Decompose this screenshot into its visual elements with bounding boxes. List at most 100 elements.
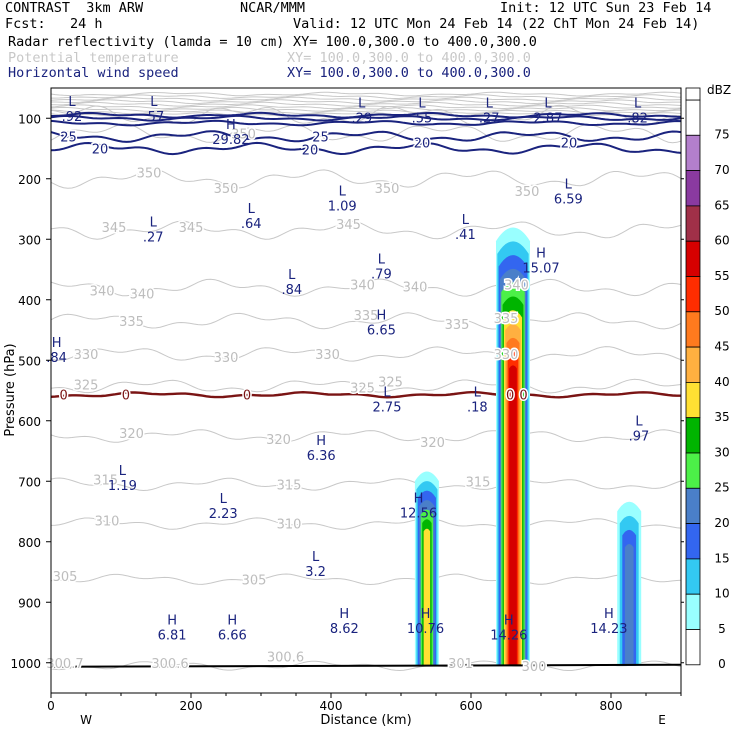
valid-time: Valid: 12 UTC Mon 24 Feb 14 (22 ChT Mon … [293,16,700,32]
extremum-value: 10.76 [407,622,444,637]
theta-contour-320 [50,429,682,443]
reflectivity-core-1-level-11 [509,365,517,666]
y-tick-label: 300 [18,233,41,247]
theta-label: 340 [90,285,115,300]
colorbar-label: 35 [714,410,729,424]
theta-label: 320 [119,427,144,442]
colorbar-label: 60 [714,234,729,248]
low-marker: L [150,216,158,231]
east-label: E [658,713,666,727]
extremum-value: .84 [281,283,302,298]
extremum-value: .84 [46,351,67,366]
theta-label: 325 [378,375,403,390]
wind-contour-20 [50,141,682,156]
extremum-value: .18 [467,401,488,416]
x-tick-label: 0 [47,699,55,713]
field-name-wind: Horizontal wind speed [8,65,179,81]
theta-contour-upper [50,101,682,107]
theta-label: 330 [214,351,239,366]
extremum-value: 6.36 [307,449,336,464]
colorbar-top [685,87,701,101]
high-marker: H [377,309,387,324]
extremum-value: .92 [62,110,83,125]
low-marker: L [378,252,386,267]
high-marker: H [504,614,514,629]
theta-contour-350 [50,168,682,189]
theta-label: 300.7 [46,657,83,672]
theta-label: 340 [130,288,155,303]
colorbar-label: 40 [714,375,729,389]
colorbar-swatch [685,99,701,136]
west-label: W [80,713,92,727]
extremum-value: 8.62 [330,622,359,637]
colorbar-swatch [685,417,701,454]
colorbar-swatch [685,311,701,348]
theta-contour-340 [50,278,682,297]
wind-contour-25 [50,130,682,143]
wind-label: 0 [122,389,130,404]
theta-label: 335 [445,318,470,333]
high-marker: H [226,118,236,133]
theta-label: 340 [350,279,375,294]
producer-label: NCAR/MMM [240,0,306,16]
colorbar-units: dBZ [707,83,731,97]
theta-contour-upper [51,94,682,100]
extremum-value: .82 [627,111,648,126]
wind-contour-0 [50,390,681,399]
colorbar-swatch [685,593,701,630]
extremum-value: 1.09 [328,200,357,215]
field-xy-wind: XY= 100.0,300.0 to 400.0,300.0 [287,65,531,81]
theta-label: 340 [403,280,428,295]
low-marker: L [312,550,320,565]
wind-contour-jet [50,119,682,127]
theta-contour-330 [50,346,682,363]
high-marker: H [227,614,237,629]
theta-contour-upper [50,104,682,110]
x-axis-label: Distance (km) [320,713,411,728]
colorbar-swatch [685,558,701,595]
extremum-value: 2.87 [534,111,563,126]
extremum-value: .27 [143,231,164,246]
plot-area [51,88,681,693]
theta-label: 350 [214,182,239,197]
x-tick-label: 800 [600,699,623,713]
low-marker: L [119,464,127,479]
colorbar-label: 15 [714,551,729,565]
theta-label: 330 [74,348,99,363]
theta-label: 345 [336,218,361,233]
extremum-value: 6.59 [554,192,583,207]
low-marker: L [486,96,494,111]
colorbar-swatch [685,629,701,666]
y-tick-label: 100 [18,112,41,126]
extremum-value: 1.19 [108,479,137,494]
high-marker: H [339,607,349,622]
theta-label: 301 [448,657,473,672]
theta-label: 345 [179,221,204,236]
high-marker: H [421,607,431,622]
extremum-value: 14.26 [490,629,527,644]
theta-label: 300.6 [151,657,188,672]
wind-label: 20 [302,144,319,159]
colorbar-swatch [685,205,701,242]
low-marker: L [68,95,76,110]
colorbar-swatch [685,487,701,524]
extremum-value: .64 [241,217,262,232]
high-marker: H [167,614,177,629]
low-marker: L [565,177,573,192]
colorbar-swatch [685,276,701,313]
wind-label: 0 [59,389,67,404]
x-tick-label: 200 [180,699,203,713]
theta-label: 305 [53,570,78,585]
extremum-value: 29.82 [212,133,249,148]
y-tick-label: 200 [18,173,41,187]
extremum-value: .41 [455,228,476,243]
y-axis-label: Pressure (hPa) [3,343,18,436]
high-marker: H [414,491,424,506]
init-time: Init: 12 UTC Sun 23 Feb 14 [500,0,712,16]
extremum-value: 6.66 [218,629,247,644]
model-title: CONTRAST 3km ARW [5,0,144,16]
theta-label: 330 [315,348,340,363]
surface-line [50,663,682,668]
theta-label: 350 [231,127,256,142]
colorbar-label: 75 [714,128,729,142]
